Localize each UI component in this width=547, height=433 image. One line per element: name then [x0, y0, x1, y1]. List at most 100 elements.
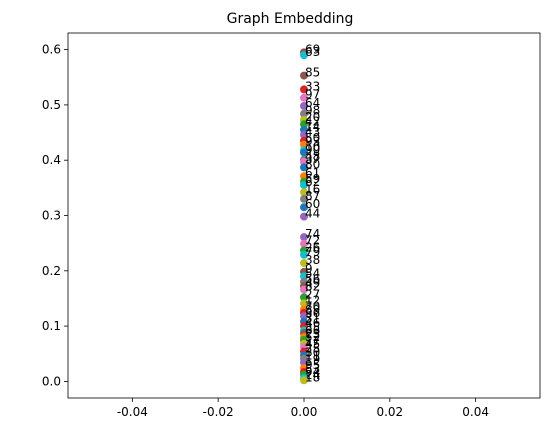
x-tick-label: -0.02: [203, 405, 234, 419]
data-point: [300, 188, 308, 197]
point-label: 17: [305, 334, 320, 348]
point-label: 12: [305, 293, 320, 307]
point-label: 74: [305, 227, 320, 241]
point-label: 87: [305, 189, 320, 203]
y-tick-label: 0.6: [42, 43, 61, 57]
data-point: [300, 140, 308, 149]
data-point: [300, 285, 308, 294]
data-point: [300, 358, 308, 367]
point-label: 9: [305, 262, 313, 276]
y-tick-label: 0.0: [42, 374, 61, 388]
point-label: 52: [305, 330, 320, 344]
data-point: [300, 250, 308, 259]
data-point: [300, 203, 308, 212]
point-label: 69: [305, 42, 320, 56]
point-label: 35: [305, 321, 320, 335]
data-point: [300, 212, 308, 221]
x-tick-label: 0.02: [376, 405, 403, 419]
y-tick-label: 0.5: [42, 98, 61, 112]
point-label: 59: [305, 172, 320, 186]
x-tick-label: -0.04: [117, 405, 148, 419]
point-label: 66: [305, 323, 320, 337]
data-point: [300, 120, 308, 129]
data-point: [300, 259, 308, 268]
point-label: 33: [305, 79, 320, 93]
point-label: 80: [305, 157, 320, 171]
point-label: 36: [305, 306, 320, 320]
data-point: [300, 293, 308, 302]
point-label: 48: [305, 150, 320, 164]
axes-frame: [67, 32, 541, 399]
point-label: 53: [305, 362, 320, 376]
data-point: [300, 102, 308, 110]
point-label: 70: [305, 300, 320, 314]
point-label: 62: [305, 175, 320, 189]
point-label: 61: [305, 166, 320, 180]
point-label: 25: [305, 342, 320, 356]
data-point: [300, 85, 308, 94]
data-point: [300, 312, 308, 321]
point-label: 56: [305, 272, 320, 286]
point-label: 95: [305, 358, 320, 372]
point-label: 19: [305, 353, 320, 367]
data-point: [300, 299, 308, 308]
point-label: 44: [305, 207, 320, 221]
point-label: 93: [305, 135, 320, 149]
y-tick-label: 0.1: [42, 319, 61, 333]
data-point: [300, 71, 308, 80]
data-point: [300, 51, 308, 60]
point-label: 85: [305, 66, 320, 80]
data-point: [300, 194, 308, 203]
point-label: 37: [305, 152, 320, 166]
point-label: 90: [305, 142, 320, 156]
point-label: 10: [305, 140, 320, 154]
point-label: 18: [305, 370, 320, 384]
point-label: 89: [305, 303, 320, 317]
point-label: 11: [305, 349, 320, 363]
point-label: 14: [305, 120, 320, 134]
point-label: 63: [305, 45, 320, 59]
point-label: 26: [305, 240, 320, 254]
data-point: [300, 376, 308, 385]
point-label: 24: [305, 368, 320, 382]
x-tick-label: 0.00: [291, 405, 318, 419]
point-label: 50: [305, 131, 320, 145]
y-axis: 0.0 0.1 0.2 0.3 0.4 0.5 0.6: [42, 43, 68, 388]
point-label: 79: [305, 245, 320, 259]
x-tick-label: 0.04: [462, 405, 489, 419]
point-label: 97: [305, 88, 320, 102]
data-point: [300, 93, 308, 102]
point-label: 94: [305, 365, 320, 379]
point-label: 31: [305, 312, 320, 326]
y-tick-label: 0.2: [42, 264, 61, 278]
point-label: 54: [305, 266, 320, 280]
point-label: 27: [305, 287, 320, 301]
data-point: [300, 172, 308, 181]
data-point: [300, 233, 308, 242]
data-point: [300, 130, 308, 139]
chart-title: Graph Embedding: [227, 11, 354, 27]
y-tick-label: 0.4: [42, 153, 61, 167]
point-label: 20: [305, 110, 320, 124]
point-label: 38: [305, 253, 320, 267]
point-label: 60: [305, 197, 320, 211]
data-point: [300, 163, 308, 172]
point-label: 49: [305, 276, 320, 290]
y-tick-label: 0.3: [42, 209, 61, 223]
point-label: 43: [305, 125, 320, 139]
point-label: 45: [305, 337, 320, 351]
point-label: 16: [305, 182, 320, 196]
data-point: [300, 157, 308, 166]
point-label: 30: [305, 345, 320, 359]
point-label: 72: [305, 234, 320, 248]
point-label: 64: [305, 96, 320, 110]
data-point: [300, 272, 308, 281]
point-label: 42: [305, 114, 320, 128]
x-axis: -0.04 -0.02 0.00 0.02 0.04: [117, 398, 489, 419]
point-label: 98: [305, 104, 320, 118]
data-point: [300, 109, 308, 118]
data-point: [300, 239, 308, 248]
data-point: [300, 181, 308, 190]
